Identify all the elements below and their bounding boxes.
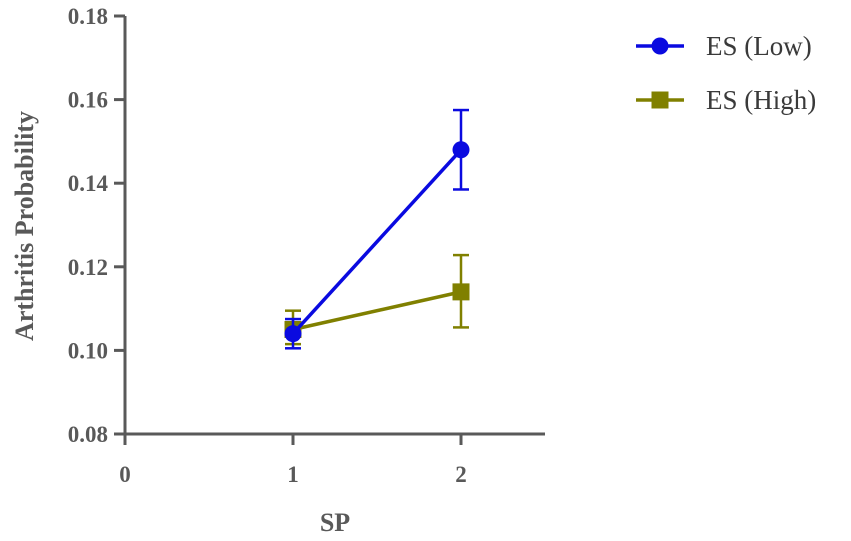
y-tick-label: 0.14 bbox=[68, 171, 109, 196]
series-es-low bbox=[284, 108, 470, 350]
series-es-high bbox=[284, 253, 470, 346]
y-axis-title: Arthritis Probability bbox=[10, 111, 39, 341]
y-axis-ticks: 0.08 0.10 0.12 0.14 0.16 0.18 bbox=[68, 4, 125, 447]
legend-item: ES (High) bbox=[636, 85, 816, 115]
x-tick-label: 1 bbox=[287, 462, 299, 487]
data-point bbox=[452, 141, 470, 159]
y-tick-label: 0.18 bbox=[68, 4, 108, 29]
x-axis-title: SP bbox=[320, 508, 350, 537]
legend-label: ES (High) bbox=[706, 85, 816, 115]
x-axis-ticks: 0 1 2 bbox=[119, 434, 467, 487]
x-tick-label: 2 bbox=[455, 462, 467, 487]
legend-marker bbox=[651, 37, 669, 55]
data-point bbox=[284, 325, 302, 343]
series-line bbox=[292, 290, 462, 332]
legend-item: ES (Low) bbox=[636, 31, 812, 61]
y-tick-label: 0.12 bbox=[68, 255, 108, 280]
series-line bbox=[291, 148, 463, 335]
legend-label: ES (Low) bbox=[706, 31, 812, 61]
legend: ES (Low) ES (High) bbox=[636, 31, 816, 115]
data-point bbox=[452, 283, 470, 301]
plot-area: 0.08 0.10 0.12 0.14 0.16 0.18 0 1 2 bbox=[68, 4, 545, 487]
y-tick-label: 0.08 bbox=[68, 422, 108, 447]
series-layer bbox=[284, 108, 470, 350]
y-tick-label: 0.16 bbox=[68, 88, 108, 113]
legend-marker bbox=[651, 91, 669, 109]
y-tick-label: 0.10 bbox=[68, 338, 108, 363]
x-tick-label: 0 bbox=[119, 462, 131, 487]
